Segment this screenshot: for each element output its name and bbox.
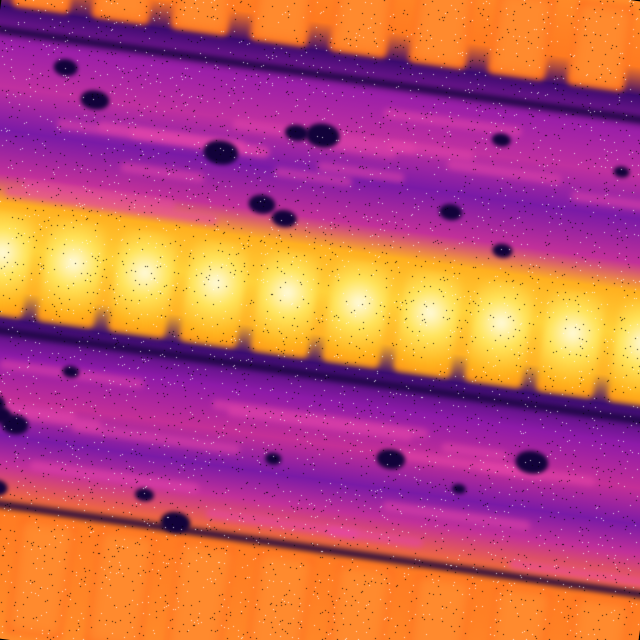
cell bbox=[90, 0, 161, 26]
row-middle-hot bbox=[0, 201, 640, 420]
pore bbox=[612, 165, 630, 179]
pore bbox=[52, 57, 79, 78]
cell bbox=[242, 549, 316, 640]
streak bbox=[445, 158, 563, 185]
pore bbox=[271, 208, 299, 229]
cell bbox=[321, 560, 396, 640]
cell bbox=[162, 538, 237, 640]
streak bbox=[119, 161, 206, 184]
pore bbox=[451, 483, 467, 496]
streak bbox=[570, 190, 640, 215]
cell bbox=[11, 0, 82, 15]
pore bbox=[134, 486, 156, 503]
cell bbox=[535, 287, 608, 399]
cell bbox=[606, 297, 640, 409]
cell bbox=[250, 247, 322, 359]
cell bbox=[0, 207, 37, 319]
pore bbox=[264, 451, 283, 466]
cell bbox=[407, 0, 478, 70]
cell bbox=[170, 0, 240, 37]
cell bbox=[107, 227, 180, 339]
cell bbox=[4, 516, 79, 640]
cell bbox=[83, 527, 158, 640]
cell bbox=[400, 571, 475, 640]
cell bbox=[392, 267, 465, 379]
cell bbox=[463, 277, 536, 389]
pore bbox=[491, 242, 514, 259]
cell bbox=[566, 0, 636, 93]
streak bbox=[387, 139, 476, 162]
cell bbox=[479, 583, 554, 640]
streak bbox=[382, 500, 532, 531]
pore bbox=[0, 478, 9, 497]
pore bbox=[79, 88, 111, 112]
cell bbox=[178, 237, 251, 349]
cell bbox=[321, 257, 394, 369]
cell bbox=[249, 0, 319, 48]
cell bbox=[328, 0, 398, 59]
cell bbox=[487, 0, 557, 81]
cell bbox=[558, 594, 633, 640]
pore bbox=[283, 122, 310, 143]
cell bbox=[36, 217, 109, 329]
streak bbox=[28, 460, 201, 494]
pore bbox=[438, 202, 464, 222]
